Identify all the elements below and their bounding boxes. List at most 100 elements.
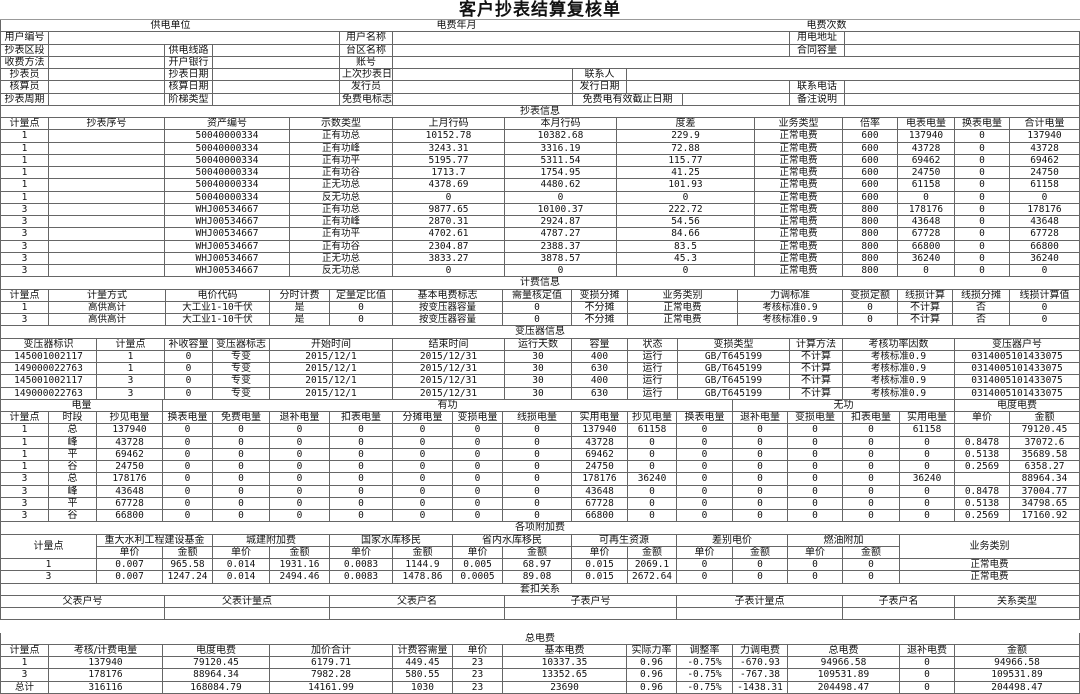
table-cell: 1 <box>0 559 97 572</box>
field-label: 核算日期 <box>165 81 213 94</box>
table-cell: 69462 <box>97 448 163 461</box>
table-cell <box>677 608 843 621</box>
section-transformer-info: 变压器信息 <box>0 326 1080 339</box>
table-row: 149000022763 3 0 专变 2015/12/1 2015/12/31 30 630… <box>0 387 1080 400</box>
column-header: 变损分摊 <box>572 289 628 302</box>
group-energy-fee: 电度电费 <box>955 399 1080 412</box>
table-cell: 考核标准0.9 <box>738 314 843 327</box>
field-label: 联系人 <box>573 69 627 82</box>
table-cell <box>49 154 165 167</box>
table-row: 3 WHJ00534667 正有功总 9877.65 10100.37 222.72 正常电… <box>0 203 1080 216</box>
field-label: 联系电话 <box>790 81 845 94</box>
table-cell: 50040000334 <box>165 142 290 155</box>
table-cell: 30 <box>505 363 572 376</box>
table-cell: 2015/12/31 <box>393 375 505 388</box>
table-cell: 600 <box>843 142 898 155</box>
table-cell: 5195.77 <box>393 154 505 167</box>
table-cell: 10382.68 <box>505 130 617 143</box>
table-cell: 61158 <box>900 424 955 437</box>
table-cell: 0 <box>163 461 213 474</box>
table-cell: 0314005101433075 <box>955 363 1080 376</box>
table-cell: 0 <box>733 461 788 474</box>
table-cell: 0 <box>393 461 453 474</box>
table-cell: 137940 <box>898 130 955 143</box>
column-header: 线损计算 <box>898 289 953 302</box>
table-cell: 0 <box>955 179 1010 192</box>
table-cell: 0 <box>628 448 677 461</box>
amount-header: 金额 <box>270 546 330 559</box>
table-cell: 0.96 <box>627 657 677 670</box>
table-cell: 0 <box>453 510 503 523</box>
table-cell: 84.66 <box>617 228 755 241</box>
table-cell: 5311.54 <box>505 154 617 167</box>
field-value <box>627 69 1080 82</box>
table-row: 3 WHJ00534667 正有功峰 2870.31 2924.87 54.56 正常电费 8… <box>0 216 1080 229</box>
table-cell: 3 <box>0 669 49 682</box>
field-label: 供电线路 <box>165 44 213 57</box>
table-cell: 50040000334 <box>165 167 290 180</box>
header-info-row: 抄表区段 供电线路 台区名称 合同容量 <box>0 44 1080 57</box>
header-info-row: 供电单位 电费年月 电费次数 <box>0 20 1080 33</box>
table-cell: 0 <box>900 461 955 474</box>
field-label: 电费次数 <box>573 20 1080 33</box>
table-cell: 0 <box>733 473 788 486</box>
table-cell: 43648 <box>97 485 163 498</box>
table-cell: 0 <box>955 142 1010 155</box>
field-value <box>393 93 573 106</box>
table-cell: 0.8478 <box>955 485 1010 498</box>
table-cell: 0 <box>165 375 213 388</box>
table-cell: 2015/12/1 <box>270 375 393 388</box>
table-row: 1 高供高计 大工业1-10千伏是 0 按变压器容量 0 不分摊 正常电费 考核标准0.9 0 不计… <box>0 301 1080 314</box>
table-cell: 0 <box>677 559 733 572</box>
table-cell: 36240 <box>900 473 955 486</box>
table-cell: 正常电费 <box>628 314 738 327</box>
table-cell: 0 <box>213 510 270 523</box>
deduction-header: 父表户号 父表计量点 父表户名 子表户号 子表计量点 子表户名 关系类型 <box>0 595 1080 608</box>
table-cell: 1030 <box>393 681 453 694</box>
table-cell: 0 <box>788 559 843 572</box>
field-label: 供电单位 <box>0 20 340 33</box>
field-value <box>393 32 790 45</box>
table-cell: 不计算 <box>790 350 843 363</box>
table-cell: 0 <box>330 301 393 314</box>
table-cell: 178176 <box>898 203 955 216</box>
table-cell: 不计算 <box>898 314 953 327</box>
table-cell: 0 <box>788 497 843 510</box>
table-cell: 0.5138 <box>955 497 1010 510</box>
table-cell: 1 <box>0 424 49 437</box>
table-cell: 按变压器容量 <box>393 314 503 327</box>
table-cell: 43648 <box>898 216 955 229</box>
field-value <box>393 69 573 82</box>
table-cell: 0 <box>163 485 213 498</box>
field-value <box>213 81 340 94</box>
field-value <box>393 81 573 94</box>
column-header: 变损电量 <box>788 412 843 425</box>
table-cell: 1713.7 <box>393 167 505 180</box>
table-cell: 正有功谷 <box>290 240 393 253</box>
amount-header: 金额 <box>628 546 677 559</box>
table-cell: 630 <box>572 387 628 400</box>
table-cell: 正常电费 <box>755 228 843 241</box>
table-cell: 0 <box>617 265 755 278</box>
table-cell: 36240 <box>898 252 955 265</box>
table-cell: 正常电费 <box>755 203 843 216</box>
table-cell: 0 <box>270 473 330 486</box>
table-cell: 67728 <box>572 497 628 510</box>
table-cell: 0 <box>503 424 572 437</box>
surcharge-group: 差别电价 <box>677 534 788 547</box>
table-cell: 0 <box>677 571 733 584</box>
header-info-row: 用户编号 用户名称 用电地址 <box>0 32 1080 45</box>
surcharge-group-header: 计量点 业务类别 重大水利工程建设基金 城建附加费 国家水库移民 省内水库移民 可再生资源差… <box>0 534 1080 559</box>
table-cell: 178176 <box>49 669 163 682</box>
table-cell: 94966.58 <box>955 657 1080 670</box>
table-cell: 0 <box>788 473 843 486</box>
table-cell: 0 <box>733 559 788 572</box>
column-header: 退补电费 <box>900 644 955 657</box>
field-label: 免费电有效截止日期 <box>573 93 683 106</box>
table-cell: 0 <box>393 497 453 510</box>
table-cell: 17160.92 <box>1010 510 1080 523</box>
table-cell: 专变 <box>213 375 270 388</box>
table-cell: 0 <box>955 130 1010 143</box>
table-cell: 运行 <box>628 375 678 388</box>
table-cell: 0 <box>165 387 213 400</box>
